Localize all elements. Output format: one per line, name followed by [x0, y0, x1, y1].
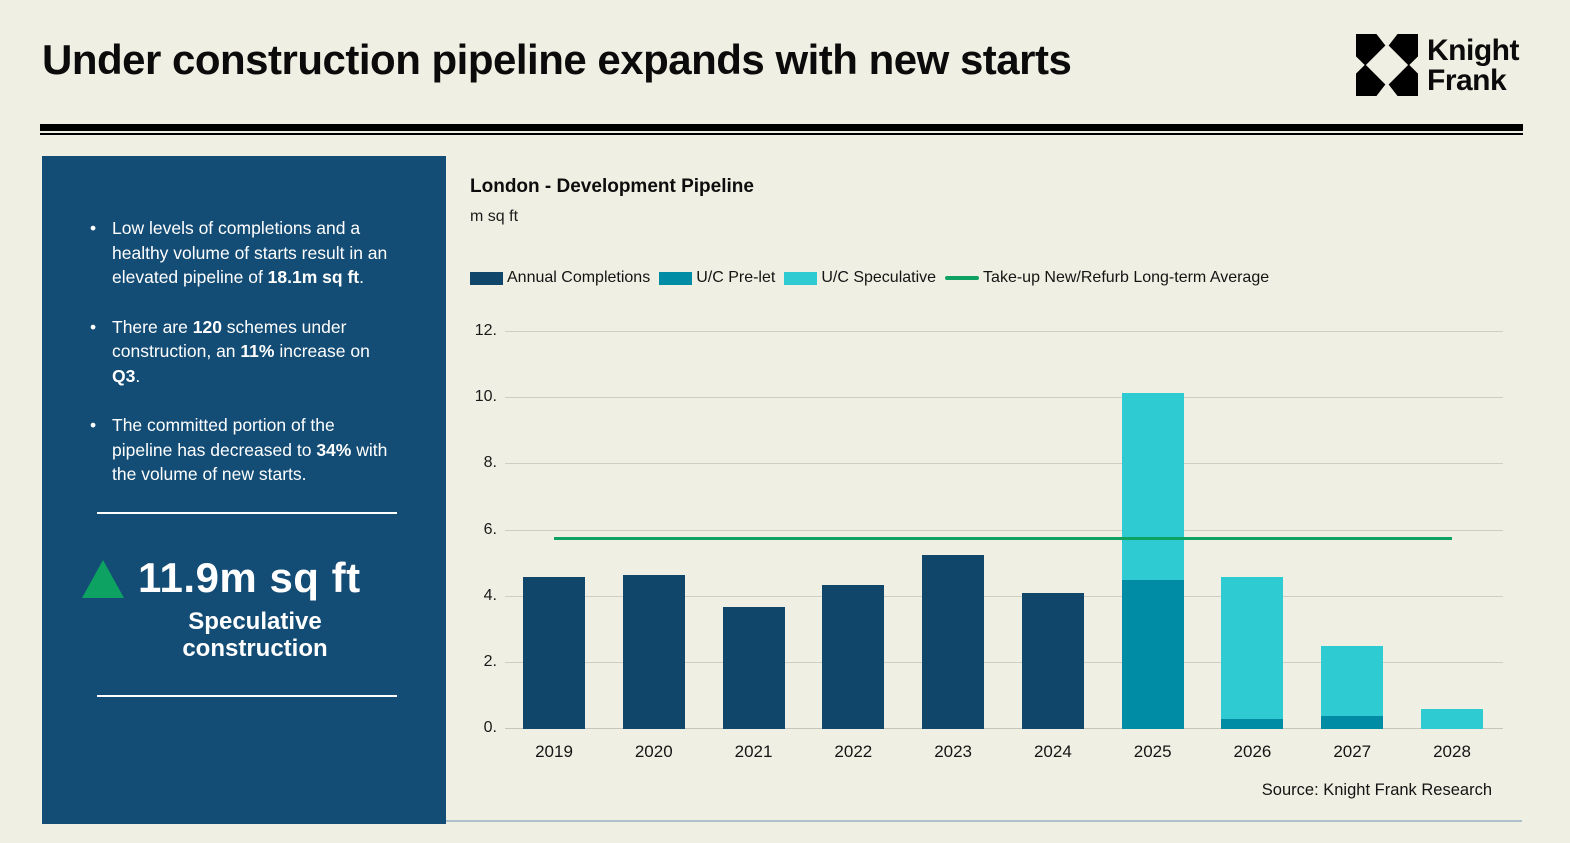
stat-value: 11.9m sq ft: [138, 553, 361, 601]
x-axis-tick-2021: 2021: [734, 742, 773, 761]
y-axis-tick-0: 0.: [483, 719, 497, 736]
y-axis-tick-12: 12.: [474, 322, 497, 339]
bar-2026-u-c-pre-let: [1221, 719, 1284, 729]
bar-2027-u-c-pre-let: [1321, 715, 1384, 729]
legend-label: Annual Completions: [507, 269, 651, 286]
source-text: Source: Knight Frank Research: [1261, 781, 1492, 799]
x-axis-tick-2023: 2023: [934, 742, 973, 761]
bar-2026-u-c-speculative: [1221, 576, 1284, 720]
up-triangle-icon: [82, 559, 124, 598]
x-axis-tick-2019: 2019: [535, 742, 573, 761]
legend-item-u-c-speculative: U/C Speculative: [784, 269, 936, 287]
bar-2021-annual-completions: [722, 606, 785, 729]
stat-row: 11.9m sq ft: [82, 554, 420, 602]
y-axis-tick-2: 2.: [483, 652, 497, 670]
x-axis-tick-2024: 2024: [1033, 742, 1072, 761]
legend-item-take-up-new-refurb-long-term-average: Take-up New/Refurb Long-term Average: [945, 269, 1269, 287]
knight-frank-logo-icon: [1356, 34, 1418, 96]
legend-line-icon: [945, 276, 980, 280]
logo-word-knight: Knight: [1427, 34, 1519, 67]
bar-2025-u-c-pre-let: [1121, 580, 1184, 729]
bar-2025-u-c-speculative: [1121, 393, 1184, 581]
x-axis-tick-2027: 2027: [1333, 742, 1372, 761]
y-axis-tick-8: 8.: [483, 454, 497, 472]
knight-frank-logo: Knight Frank: [1356, 33, 1519, 97]
bar-2023-annual-completions: [922, 555, 985, 729]
x-axis-tick-2022: 2022: [834, 742, 873, 761]
bar-2027-u-c-speculative: [1321, 646, 1384, 716]
x-axis-tick-2026: 2026: [1233, 742, 1272, 761]
knight-frank-logo-text: Knight Frank: [1427, 33, 1519, 97]
legend-swatch-icon: [784, 271, 818, 285]
gridline-10: [505, 397, 1503, 399]
legend-label: Take-up New/Refurb Long-term Average: [983, 269, 1270, 286]
legend-swatch-icon: [470, 271, 503, 285]
chart-units-label: m sq ft: [470, 208, 519, 225]
legend-item-u-c-pre-let: U/C Pre-let: [659, 269, 775, 287]
highlights-panel: Low levels of completions and a healthy …: [42, 156, 446, 824]
bar-2020-annual-completions: [622, 575, 685, 729]
divider-bottom: [97, 694, 397, 697]
gridline-2: [505, 661, 1503, 663]
average-line: [554, 537, 1453, 541]
legend-label: U/C Speculative: [821, 269, 937, 286]
legend-item-annual-completions: Annual Completions: [470, 269, 650, 287]
gridline-6: [505, 529, 1503, 531]
bottom-border: [44, 820, 1522, 822]
chart-legend: Annual Completions U/C Pre-let U/C Specula…: [470, 269, 1269, 287]
bar-2019-annual-completions: [523, 576, 585, 729]
bullet-list: Low levels of completions and a healthy …: [90, 216, 420, 487]
page-title: Under construction pipeline expands with…: [42, 36, 1072, 83]
divider-top: [97, 511, 397, 514]
y-axis-tick-6: 6.: [483, 520, 497, 538]
gridline-4: [505, 595, 1503, 597]
logo-word-frank: Frank: [1427, 64, 1507, 97]
y-axis-tick-10: 10.: [474, 388, 497, 406]
bullet-item: There are 120 schemes under construction…: [90, 315, 395, 389]
legend-swatch-icon: [659, 271, 693, 285]
y-axis-tick-4: 4.: [483, 586, 497, 604]
x-axis-tick-2025: 2025: [1133, 742, 1172, 761]
gridline-8: [505, 463, 1503, 465]
legend-label: U/C Pre-let: [696, 269, 776, 286]
chart-title: London - Development Pipeline: [470, 176, 754, 197]
bar-2028-u-c-speculative: [1421, 709, 1484, 729]
bullet-item: Low levels of completions and a healthy …: [90, 216, 395, 290]
x-axis-tick-2028: 2028: [1433, 742, 1471, 761]
header-rule-thick: [40, 124, 1523, 131]
x-axis-tick-2020: 2020: [634, 742, 673, 761]
chart-plot-area: 0. 2. 4. 6. 8. 10. 12. 2019 2020 2021 2022 2023 2024…: [475, 322, 1503, 761]
gridline-12: [505, 331, 1503, 332]
gridline-0: [505, 728, 1503, 729]
bar-2022-annual-completions: [822, 585, 885, 729]
stat-label: Speculative construction: [182, 607, 328, 662]
header-rule-thin: [40, 133, 1523, 135]
bar-2024-annual-completions: [1021, 593, 1084, 729]
bullet-item: The committed portion of the pipeline ha…: [90, 413, 395, 487]
